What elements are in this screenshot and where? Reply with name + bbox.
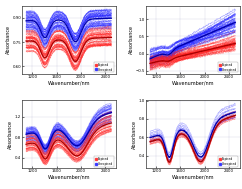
- Y-axis label: Absorbance: Absorbance: [8, 120, 14, 149]
- Legend: Expired, Unexpired: Expired, Unexpired: [218, 156, 238, 167]
- Legend: Expired, Unexpired: Expired, Unexpired: [94, 156, 114, 167]
- X-axis label: Wavenumber/nm: Wavenumber/nm: [47, 80, 90, 85]
- Legend: Expired, Unexpired: Expired, Unexpired: [218, 62, 238, 72]
- Text: (b): (b): [186, 103, 199, 112]
- Y-axis label: Absorbance: Absorbance: [6, 25, 11, 54]
- Y-axis label: Absorbance: Absorbance: [132, 120, 137, 149]
- X-axis label: Wavenumber/nm: Wavenumber/nm: [171, 80, 214, 85]
- X-axis label: Wavenumber/nm: Wavenumber/nm: [47, 174, 90, 179]
- Text: (a): (a): [63, 103, 75, 112]
- Y-axis label: Absorbance: Absorbance: [129, 25, 134, 54]
- Legend: Expired, Unexpired: Expired, Unexpired: [94, 62, 114, 72]
- X-axis label: Wavenumber/nm: Wavenumber/nm: [171, 174, 214, 179]
